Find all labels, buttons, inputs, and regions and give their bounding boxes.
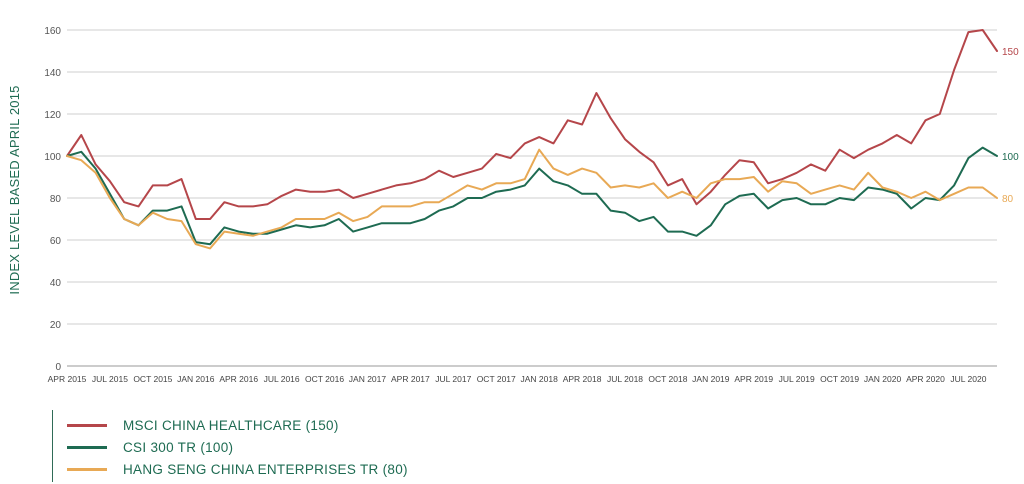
x-tick-label: APR 2015 bbox=[48, 374, 87, 384]
x-tick-label: OCT 2019 bbox=[820, 374, 859, 384]
y-tick-label: 140 bbox=[44, 68, 61, 79]
line-chart: 0 20 40 60 80 100 120 140 160 APR 2015 JUL 2015 OC… bbox=[7, 26, 1019, 384]
x-tick-label: APR 2018 bbox=[563, 374, 602, 384]
x-tick-label: OCT 2016 bbox=[305, 374, 344, 384]
legend-swatch bbox=[67, 423, 107, 427]
x-tick-label: APR 2020 bbox=[906, 374, 945, 384]
x-tick-label: OCT 2018 bbox=[648, 374, 687, 384]
y-tick-label: 120 bbox=[44, 110, 61, 121]
legend-label: HANG SENG CHINA ENTERPRISES TR (80) bbox=[123, 461, 408, 477]
x-tick-label: JUL 2018 bbox=[607, 374, 643, 384]
legend-label: MSCI CHINA HEALTHCARE (150) bbox=[123, 417, 339, 433]
y-tick-label: 80 bbox=[50, 194, 62, 205]
x-tick-label: JUL 2020 bbox=[950, 374, 986, 384]
y-tick-label: 40 bbox=[50, 278, 62, 289]
series-line-1 bbox=[66, 146, 998, 246]
x-tick-label: JUL 2017 bbox=[435, 374, 471, 384]
series-end-label: 150 bbox=[1002, 47, 1019, 58]
x-tick-label: APR 2016 bbox=[219, 374, 258, 384]
series-line-0 bbox=[66, 29, 998, 220]
grid-lines bbox=[67, 29, 997, 367]
x-tick-label: JUL 2016 bbox=[264, 374, 300, 384]
legend-item-msci-china-healthcare: MSCI CHINA HEALTHCARE (150) bbox=[67, 416, 339, 434]
y-tick-label: 20 bbox=[50, 320, 62, 331]
series-line-2 bbox=[66, 148, 998, 250]
legend-item-hang-seng-china-enterprises-tr: HANG SENG CHINA ENTERPRISES TR (80) bbox=[67, 460, 408, 478]
x-tick-label: OCT 2015 bbox=[133, 374, 172, 384]
legend: MSCI CHINA HEALTHCARE (150) CSI 300 TR (… bbox=[52, 410, 473, 482]
x-tick-label: APR 2017 bbox=[391, 374, 430, 384]
y-tick-label: 160 bbox=[44, 26, 61, 37]
x-tick-label: JUL 2019 bbox=[779, 374, 815, 384]
series-end-label: 100 bbox=[1002, 152, 1019, 163]
x-axis-tick-labels: APR 2015 JUL 2015 OCT 2015 JAN 2016 APR 2016… bbox=[48, 374, 987, 384]
x-tick-label: JUL 2015 bbox=[92, 374, 128, 384]
y-axis-tick-labels: 0 20 40 60 80 100 120 140 160 bbox=[44, 26, 61, 373]
x-tick-label: JAN 2017 bbox=[349, 374, 387, 384]
series-end-labels: 150 100 80 bbox=[1002, 47, 1019, 205]
y-axis-label: INDEX LEVEL BASED APRIL 2015 bbox=[7, 85, 22, 294]
legend-swatch bbox=[67, 467, 107, 471]
x-tick-label: APR 2019 bbox=[734, 374, 773, 384]
y-tick-label: 0 bbox=[55, 362, 61, 373]
x-tick-label: JAN 2020 bbox=[864, 374, 902, 384]
legend-swatch bbox=[67, 445, 107, 449]
series-end-label: 80 bbox=[1002, 194, 1014, 205]
x-tick-label: JAN 2018 bbox=[520, 374, 558, 384]
x-tick-label: JAN 2019 bbox=[692, 374, 730, 384]
y-tick-label: 60 bbox=[50, 236, 62, 247]
legend-label: CSI 300 TR (100) bbox=[123, 439, 234, 455]
x-tick-label: OCT 2017 bbox=[477, 374, 516, 384]
x-tick-label: JAN 2016 bbox=[177, 374, 215, 384]
series-lines bbox=[66, 29, 998, 250]
y-tick-label: 100 bbox=[44, 152, 61, 163]
legend-item-csi-300-tr: CSI 300 TR (100) bbox=[67, 438, 233, 456]
